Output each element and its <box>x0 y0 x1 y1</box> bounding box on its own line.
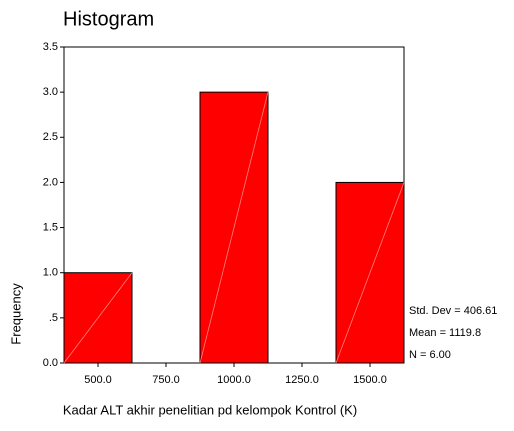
stat-annotation: N = 6.00 <box>409 349 451 361</box>
stat-annotation: Mean = 1119.8 <box>409 327 481 339</box>
bar-hatch <box>335 182 405 364</box>
y-tick-label: 1.0 <box>43 267 58 279</box>
y-tick-label: 3.0 <box>43 86 58 98</box>
y-tick-label: 1.5 <box>43 221 58 233</box>
x-axis-label: Kadar ALT akhir penelitian pd kelompok K… <box>63 402 357 417</box>
x-tick-label: 500.0 <box>84 374 112 386</box>
x-tick-label: 1000.0 <box>217 374 251 386</box>
x-tick-label: 1500.0 <box>353 374 387 386</box>
y-tick-label: 2.5 <box>43 131 58 143</box>
y-tick-label: 2.0 <box>43 176 58 188</box>
x-tick-label: 1250.0 <box>285 374 319 386</box>
y-tick-label: 0.0 <box>43 357 58 369</box>
bar-hatch <box>63 272 133 364</box>
x-tick-label: 750.0 <box>152 374 180 386</box>
bar-hatch <box>199 92 269 364</box>
y-tick-label: 3.5 <box>43 41 58 53</box>
y-tick-label: .5 <box>49 312 58 324</box>
chart-title: Histogram <box>63 8 154 30</box>
stat-annotation: Std. Dev = 406.61 <box>409 305 497 317</box>
y-axis-label: Frequency <box>8 283 23 345</box>
